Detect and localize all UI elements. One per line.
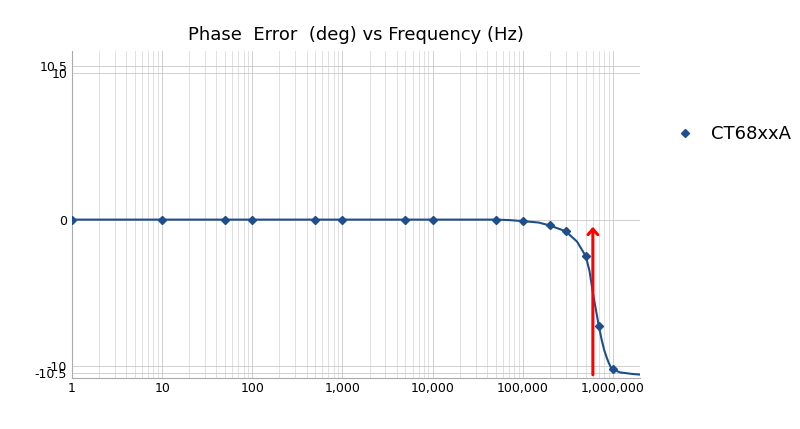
CT68xxA	[220, 217, 230, 222]
CT68xxA	[594, 324, 604, 329]
CT68xxA	[428, 217, 438, 222]
CT68xxA	[247, 217, 257, 222]
CT68xxA	[158, 217, 167, 222]
CT68xxA	[581, 254, 590, 259]
CT68xxA	[401, 217, 410, 222]
Title: Phase  Error  (deg) vs Frequency (Hz): Phase Error (deg) vs Frequency (Hz)	[188, 26, 524, 44]
CT68xxA	[67, 217, 77, 222]
CT68xxA	[310, 217, 320, 222]
CT68xxA	[608, 366, 618, 372]
CT68xxA	[518, 218, 527, 224]
CT68xxA	[490, 217, 500, 222]
Legend: CT68xxA: CT68xxA	[660, 118, 798, 150]
Line: CT68xxA: CT68xxA	[70, 217, 616, 372]
CT68xxA	[561, 229, 570, 234]
CT68xxA	[545, 223, 554, 228]
CT68xxA	[338, 217, 347, 222]
